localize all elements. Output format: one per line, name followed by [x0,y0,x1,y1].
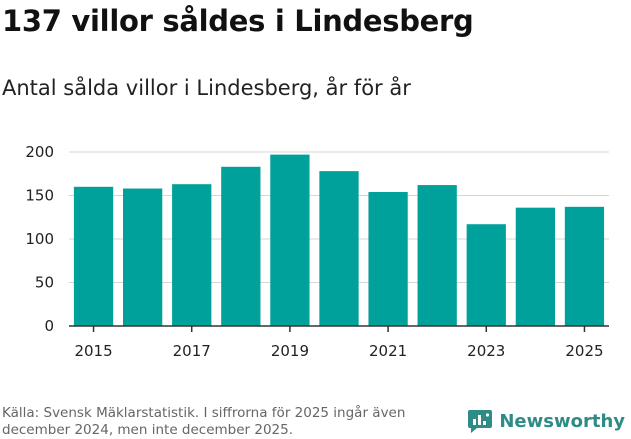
y-tick-label: 50 [35,274,54,292]
x-axis-ticks: 2015 2017 2019 2021 2023 2025 [74,326,604,360]
x-tick-label: 2021 [369,342,407,360]
x-tick-label: 2015 [74,342,112,360]
bar-2024[interactable] [515,207,555,326]
x-tick-label: 2025 [565,342,603,360]
bar-2015[interactable] [73,186,114,326]
bar-2019[interactable] [270,154,310,326]
y-axis-ticks: 0 50 100 150 200 [25,143,54,335]
y-tick-label: 150 [25,187,54,205]
bar-2025[interactable] [564,206,605,326]
bar-2021[interactable] [368,192,408,326]
chart-subtitle: Antal sålda villor i Lindesberg, år för … [2,76,411,100]
bar-2022[interactable] [417,185,457,326]
bar-2023[interactable] [466,224,506,326]
x-tick-label: 2019 [271,342,309,360]
bar-chart: 0 50 100 150 200 2015 2017 2019 2021 2023 2025 [25,143,609,360]
newsworthy-logo-icon [468,410,493,433]
y-tick-label: 200 [25,143,54,161]
x-tick-label: 2017 [173,342,211,360]
bar-2016[interactable] [123,188,163,326]
y-tick-label: 100 [25,230,54,248]
bars [73,154,605,326]
x-tick-label: 2023 [467,342,505,360]
bar-2018[interactable] [221,166,261,326]
source-note: Källa: Svensk Mäklarstatistik. I siffror… [2,405,406,438]
brand-name: Newsworthy [499,410,625,432]
bar-2017[interactable] [172,184,212,326]
bar-2020[interactable] [319,171,359,326]
brand[interactable]: Newsworthy [467,408,625,434]
chart-title: 137 villor såldes i Lindesberg [2,4,474,38]
y-tick-label: 0 [44,317,54,335]
